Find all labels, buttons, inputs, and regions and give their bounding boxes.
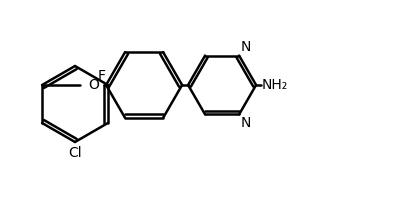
Text: O: O	[89, 78, 100, 92]
Text: Cl: Cl	[68, 146, 82, 160]
Text: N: N	[241, 40, 251, 54]
Text: F: F	[98, 69, 106, 83]
Text: NH₂: NH₂	[262, 78, 288, 92]
Text: N: N	[241, 116, 251, 130]
